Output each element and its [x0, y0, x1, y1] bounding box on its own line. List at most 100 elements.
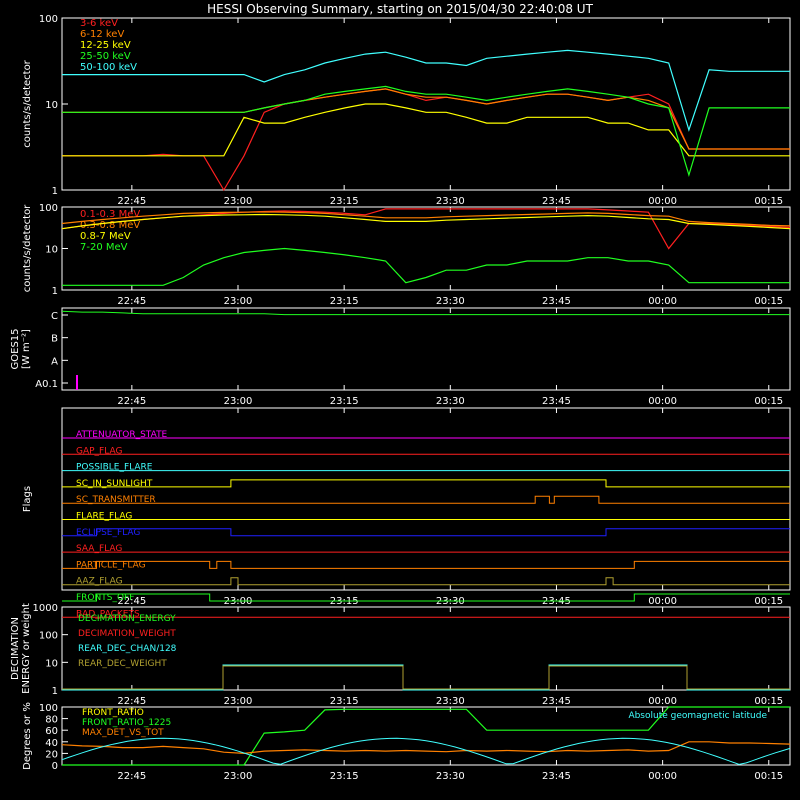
- panel-frame-3: [61, 407, 791, 591]
- y-tick-label: 80: [45, 715, 58, 726]
- y-tick-label: A0.1: [35, 379, 58, 390]
- y-axis-label: DECIMATION: [10, 617, 21, 680]
- x-tick-label: 23:30: [436, 696, 465, 707]
- flag-label: PARTICLE_FLAG: [76, 560, 146, 570]
- y-tick-label: B: [51, 334, 58, 345]
- geomagnetic-latitude-line: [61, 737, 791, 765]
- y-tick-label: 10: [45, 100, 58, 111]
- y-tick-label: 40: [45, 738, 58, 749]
- y-tick-label: 10: [45, 658, 58, 669]
- y-tick-label: C: [51, 311, 58, 322]
- x-tick-label: 23:30: [436, 296, 465, 307]
- x-tick-label: 23:30: [436, 771, 465, 782]
- legend-entry: 7-20 MeV: [80, 242, 128, 253]
- series-line-0: [61, 310, 790, 316]
- x-tick-label: 23:15: [330, 696, 359, 707]
- legend-entry: 6-12 keV: [80, 29, 124, 40]
- x-tick-label: 23:45: [542, 696, 571, 707]
- legend-entry: 12-25 keV: [80, 40, 131, 51]
- x-tick-label: 00:00: [648, 771, 677, 782]
- y-tick-label: 100: [39, 203, 58, 214]
- flag-label: GAP_FLAG: [76, 446, 122, 456]
- x-tick-label: 00:15: [754, 771, 783, 782]
- flag-line-3: [62, 479, 790, 488]
- series-line-1: [62, 706, 790, 766]
- series-line-3: [62, 247, 790, 286]
- panel-frame-5: [61, 706, 791, 766]
- flag-line-10: [62, 593, 790, 602]
- x-tick-label: 22:45: [117, 771, 146, 782]
- x-tick-label: 00:00: [648, 696, 677, 707]
- x-tick-label: 22:45: [117, 296, 146, 307]
- series-line-2: [61, 741, 791, 755]
- y-axis-label: Degrees or %: [22, 702, 33, 770]
- flag-label: SAA_FLAG: [76, 544, 122, 554]
- y-tick-label: 20: [45, 749, 58, 760]
- x-tick-label: 00:15: [754, 696, 783, 707]
- legend-entry: 50-100 keV: [80, 62, 137, 73]
- y-axis-label: counts/s/detector: [22, 204, 33, 292]
- legend-entry: DECIMATION_WEIGHT: [78, 629, 176, 639]
- legend-entry: 0.8-7 MeV: [80, 231, 131, 242]
- x-tick-label: 22:45: [117, 196, 146, 207]
- flag-line-4: [62, 495, 790, 504]
- series-line-4: [62, 49, 790, 132]
- flag-label: SC_TRANSMITTER: [76, 495, 156, 505]
- x-tick-label: 23:15: [330, 396, 359, 407]
- x-tick-label: 23:15: [330, 196, 359, 207]
- x-tick-label: 00:00: [648, 596, 677, 607]
- x-tick-label: 23:30: [436, 196, 465, 207]
- flag-label: SC_IN_SUNLIGHT: [76, 479, 153, 489]
- y-axis-label: [W m⁻²]: [21, 329, 32, 369]
- flag-line-9: [62, 577, 790, 586]
- x-tick-label: 23:15: [330, 296, 359, 307]
- flag-label: POSSIBLE_FLARE: [76, 463, 153, 473]
- y-tick-label: 1000: [33, 603, 58, 614]
- legend-entry: 0.3-0.8 MeV: [80, 220, 140, 231]
- x-tick-label: 00:15: [754, 596, 783, 607]
- legend-entry: 0.1-0.3 MeV: [80, 209, 140, 220]
- flag-label: FRONTS_OFF: [76, 593, 134, 603]
- x-tick-label: 23:00: [224, 196, 253, 207]
- y-tick-label: 60: [45, 726, 58, 737]
- y-tick-label: A: [51, 356, 58, 367]
- x-tick-label: 23:30: [436, 396, 465, 407]
- y-axis-label: GOES15: [10, 328, 21, 369]
- legend-entry: FRONT_RATIO: [82, 708, 144, 718]
- x-tick-label: 23:15: [330, 771, 359, 782]
- y-tick-label: 100: [39, 14, 58, 25]
- flag-label: ECLIPSE_FLAG: [76, 528, 140, 538]
- series-line-2: [61, 213, 791, 230]
- x-tick-label: 23:00: [224, 771, 253, 782]
- legend-entry: DECIMATION_ENERGY: [78, 614, 176, 624]
- y-axis-label: Flags: [22, 486, 33, 512]
- rear-weight-line: [62, 665, 790, 690]
- flag-label: BAD_PACKETS: [76, 609, 140, 619]
- chart-title: HESSI Observing Summary, starting on 201…: [207, 2, 593, 16]
- y-axis-label: ENERGY or weight: [21, 603, 32, 694]
- x-tick-label: 23:45: [542, 396, 571, 407]
- flag-label: FLARE_FLAG: [76, 512, 132, 522]
- x-tick-label: 23:00: [224, 296, 253, 307]
- flag-label: ATTENUATOR_STATE: [76, 430, 168, 440]
- series-line-3: [62, 85, 790, 177]
- panel-frame-2: [61, 307, 791, 391]
- y-tick-label: 0: [52, 761, 58, 772]
- flag-line-8: [62, 560, 790, 569]
- annotation-label: Absolute geomagnetic latitude: [628, 711, 767, 721]
- y-tick-label: 10: [45, 245, 58, 256]
- series-line-1: [61, 211, 791, 227]
- x-tick-label: 23:00: [224, 696, 253, 707]
- x-tick-label: 22:45: [117, 396, 146, 407]
- x-tick-label: 22:45: [117, 596, 146, 607]
- legend-entry: REAR_DEC_WEIGHT: [78, 659, 167, 669]
- y-tick-label: 100: [39, 631, 58, 642]
- x-tick-label: 22:45: [117, 696, 146, 707]
- y-axis-label: counts/s/detector: [22, 59, 33, 147]
- x-tick-label: 23:45: [542, 771, 571, 782]
- x-tick-label: 23:00: [224, 396, 253, 407]
- series-line-1: [62, 88, 790, 150]
- x-tick-label: 00:00: [648, 396, 677, 407]
- x-tick-label: 00:15: [754, 396, 783, 407]
